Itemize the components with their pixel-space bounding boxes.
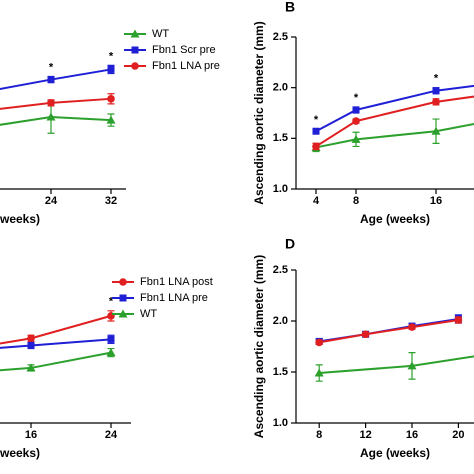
panel: 24 32 weeks) * * WT Fbn1 Scr pre Fbn1 LNA pre — [0, 28, 220, 226]
x-tick-label: 4 — [313, 195, 320, 207]
legend-label: Fbn1 LNA pre — [152, 60, 220, 72]
annotation: * — [354, 92, 359, 104]
x-tick-label: 24 — [105, 429, 118, 441]
x-tick-label: 16 — [406, 429, 418, 441]
marker — [315, 338, 324, 347]
series-line — [0, 116, 112, 126]
x-tick-label: 16 — [430, 195, 442, 207]
legend-label: WT — [140, 308, 157, 320]
marker — [130, 29, 140, 38]
x-axis-title: Age (weeks) — [360, 446, 430, 460]
legend-label: Fbn1 LNA post — [140, 276, 213, 288]
marker — [408, 323, 416, 331]
marker — [454, 316, 463, 324]
annotation: * — [49, 61, 54, 73]
marker — [314, 368, 324, 377]
panel: 4 8 16 1.0 1.5 2.0 2.5 Age (weeks) Ascending aor… — [252, 0, 474, 226]
series-line — [315, 95, 474, 148]
y-axis-title: Ascending aortic diameter (mm) — [252, 255, 266, 438]
y-tick-label: 2.5 — [273, 264, 288, 276]
marker — [46, 112, 56, 121]
legend-label: Fbn1 Scr pre — [152, 44, 216, 56]
marker — [27, 334, 35, 343]
marker — [351, 134, 361, 143]
marker — [107, 65, 115, 73]
marker — [352, 117, 360, 125]
y-tick-label: 1.5 — [273, 132, 288, 144]
annotation: * — [109, 50, 114, 62]
annotation: * — [434, 73, 439, 85]
marker — [107, 95, 115, 103]
x-tick-label: 20 — [452, 429, 464, 441]
marker — [361, 330, 370, 339]
y-tick-label: 1.0 — [273, 183, 288, 195]
marker — [47, 76, 55, 84]
x-axis-title: Age (weeks) — [360, 212, 430, 226]
legend-label: Fbn1 LNA pre — [140, 292, 208, 304]
marker — [27, 341, 35, 349]
y-tick-label: 2.5 — [273, 31, 288, 43]
x-tick-label: 12 — [359, 429, 371, 441]
marker — [352, 106, 360, 114]
x-tick-label: 16 — [25, 429, 37, 441]
series-line — [315, 84, 474, 133]
x-tick-label: 24 — [45, 195, 58, 207]
legend-label: WT — [152, 28, 169, 40]
marker — [107, 335, 115, 343]
marker — [432, 87, 440, 95]
series-line — [0, 351, 112, 372]
x-tick-label: 8 — [316, 429, 322, 441]
marker — [118, 309, 128, 318]
series-line — [319, 318, 459, 344]
marker — [47, 99, 55, 107]
series-line — [319, 355, 474, 375]
y-tick-label: 1.0 — [273, 417, 288, 429]
marker — [432, 98, 440, 106]
panel: 8 12 16 20 1.0 1.5 2.0 2.5 Age (weeks) Ascending … — [252, 236, 474, 460]
y-tick-label: 2.0 — [273, 315, 288, 327]
x-axis-title: weeks) — [0, 212, 40, 226]
marker — [106, 348, 116, 357]
marker — [119, 278, 127, 286]
annotation: * — [109, 296, 114, 308]
marker — [431, 126, 441, 135]
panel-label: D — [285, 236, 295, 252]
series-line — [0, 68, 112, 91]
x-tick-label: 32 — [105, 195, 117, 207]
panel-label: B — [285, 0, 295, 15]
marker — [407, 361, 417, 370]
marker — [106, 115, 116, 124]
x-tick-label: 8 — [353, 195, 359, 207]
marker — [26, 363, 36, 372]
marker — [312, 142, 320, 151]
marker — [131, 62, 139, 70]
series-line — [315, 123, 474, 149]
panel: 16 24 weeks) * Fbn1 LNA post Fbn1 LNA pre WT — [0, 276, 213, 460]
marker — [119, 294, 127, 302]
y-tick-label: 1.5 — [273, 366, 288, 378]
marker — [131, 46, 139, 54]
x-axis-title: weeks) — [0, 446, 40, 460]
marker — [312, 127, 320, 135]
annotation: * — [314, 114, 319, 126]
series-line — [0, 97, 112, 110]
y-axis-title: Ascending aortic diameter (mm) — [252, 21, 266, 204]
y-tick-label: 2.0 — [273, 82, 288, 94]
